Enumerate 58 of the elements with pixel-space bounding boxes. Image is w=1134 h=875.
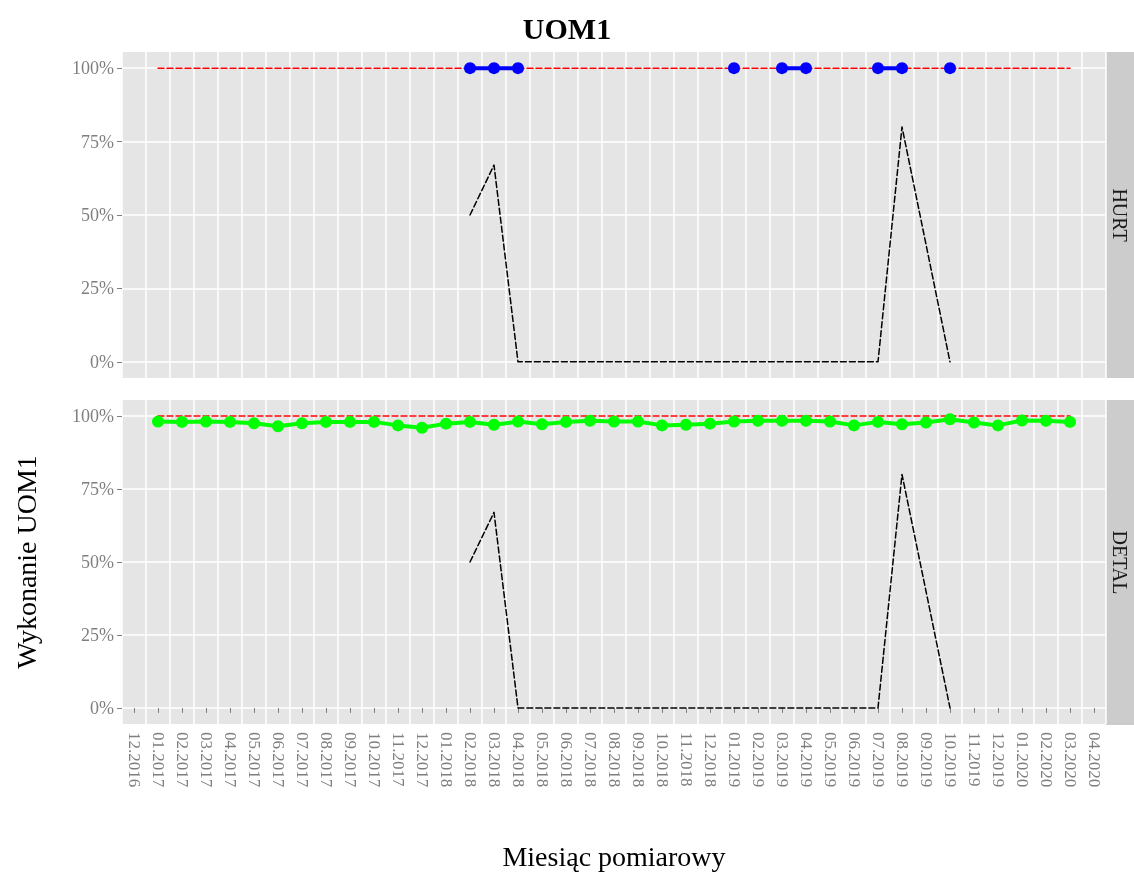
chart-title: UOM1: [522, 11, 612, 45]
y-tick-label: 75%: [81, 479, 114, 500]
x-tick-label: 08.2019: [892, 732, 912, 788]
x-tick-label: 07.2019: [868, 732, 888, 788]
x-tick-label: 03.2019: [772, 732, 792, 788]
x-tick-label: 09.2019: [916, 732, 936, 788]
x-tick-label: 12.2018: [700, 732, 720, 788]
y-axis-title: Wykonanie UOM1: [10, 455, 42, 669]
x-tick-label: 02.2020: [1036, 732, 1056, 788]
y-tick-label: 50%: [81, 205, 114, 225]
x-tick-label: 06.2019: [844, 732, 864, 788]
y-tick-label: 100%: [72, 58, 114, 79]
x-tick-label: 06.2017: [268, 732, 288, 788]
y-tick-label: 50%: [81, 552, 114, 572]
x-tick-label: 10.2019: [940, 732, 960, 788]
x-tick-label: 02.2018: [460, 732, 480, 788]
x-tick-label: 01.2017: [148, 732, 168, 788]
x-tick-label: 04.2017: [220, 732, 240, 788]
y-tick-label: 25%: [81, 278, 114, 299]
x-tick-label: 05.2018: [532, 732, 552, 788]
x-tick-label: 11.2018: [676, 732, 696, 787]
x-tick-label: 12.2016: [124, 732, 144, 788]
text: HURT: [1109, 188, 1131, 242]
x-tick-label: 10.2017: [364, 732, 384, 788]
x-tick-label: 07.2018: [580, 732, 600, 788]
x-tick-label: 04.2019: [796, 732, 816, 788]
x-tick-label: 07.2017: [292, 732, 312, 788]
x-tick-label: 04.2020: [1084, 732, 1104, 788]
x-tick-label: 01.2020: [1012, 732, 1032, 788]
x-tick-label: 06.2018: [556, 732, 576, 788]
x-tick-label: 09.2018: [628, 732, 648, 788]
y-tick-label: 25%: [81, 624, 114, 645]
text: DETAL: [1109, 530, 1131, 595]
y-tick-label: 0%: [90, 351, 114, 372]
x-tick-label: 10.2018: [652, 732, 672, 788]
x-tick-label: 01.2019: [724, 732, 744, 788]
x-tick-label: 08.2018: [604, 732, 624, 788]
x-tick-label: 05.2019: [820, 732, 840, 788]
line-series: [469, 473, 951, 709]
x-tick-label: 03.2018: [484, 732, 504, 788]
x-tick-label: 12.2017: [412, 732, 432, 788]
x-tick-label: 04.2018: [508, 732, 528, 788]
x-tick-label: 12.2019: [988, 732, 1008, 788]
y-tick-label: 75%: [81, 131, 114, 152]
x-tick-label: 03.2017: [196, 732, 216, 788]
y-tick-label: 100%: [72, 406, 114, 427]
x-axis-title: Miesiąc pomiarowy: [502, 840, 726, 872]
x-tick-label: 05.2017: [244, 732, 264, 788]
x-tick-label: 08.2017: [316, 732, 336, 788]
x-tick-label: 11.2019: [964, 732, 984, 787]
x-tick-label: 01.2018: [436, 732, 456, 788]
x-tick-label: 02.2019: [748, 732, 768, 788]
y-tick-label: 0%: [90, 697, 114, 718]
x-tick-label: 11.2017: [388, 732, 408, 788]
line-series: [469, 126, 951, 363]
x-tick-label: 09.2017: [340, 732, 360, 788]
x-tick-label: 02.2017: [172, 732, 192, 788]
x-tick-label: 03.2020: [1060, 732, 1080, 788]
